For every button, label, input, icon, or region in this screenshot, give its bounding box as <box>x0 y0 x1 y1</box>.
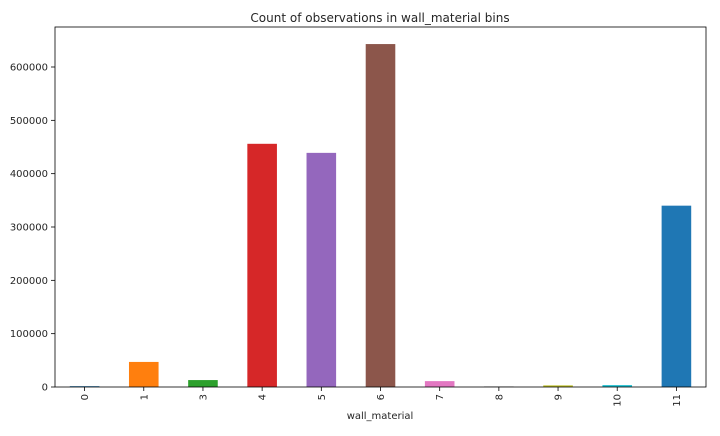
y-tick-label: 300000 <box>10 223 48 234</box>
x-tick-label: 7 <box>435 394 446 400</box>
bar-7 <box>424 381 455 387</box>
bar-5 <box>306 152 337 387</box>
y-tick-label: 200000 <box>10 276 48 287</box>
plot-area <box>69 44 692 388</box>
x-tick-label: 0 <box>80 394 91 400</box>
y-tick-label: 600000 <box>10 63 48 74</box>
plot-frame <box>54 26 707 388</box>
y-tick-label: 500000 <box>10 116 48 127</box>
x-axis: 0 1 3 4 5 6 7 8 9 10 11 <box>80 387 683 407</box>
y-tick-label: 100000 <box>10 329 48 340</box>
bar-1 <box>128 361 159 387</box>
bar-9 <box>543 385 573 387</box>
y-tick-label: 0 <box>42 383 48 394</box>
x-tick-label: 10 <box>613 394 624 407</box>
x-tick-label: 5 <box>317 394 328 400</box>
chart-title: Count of observations in wall_material b… <box>250 11 509 25</box>
x-tick-label: 3 <box>198 394 209 400</box>
x-tick-label: 11 <box>672 394 683 407</box>
bar-4 <box>247 143 277 387</box>
x-tick-label: 6 <box>376 394 387 400</box>
x-axis-label: wall_material <box>347 411 414 422</box>
y-axis: 0 100000 200000 300000 400000 500000 600000 <box>10 63 55 394</box>
bar-11 <box>661 205 692 387</box>
x-tick-label: 8 <box>494 394 505 400</box>
bar-3 <box>188 380 218 387</box>
x-tick-label: 4 <box>258 394 269 400</box>
x-tick-label: 9 <box>554 394 565 400</box>
y-tick-label: 400000 <box>10 169 48 180</box>
x-tick-label: 1 <box>139 394 150 400</box>
bar-6 <box>365 44 396 388</box>
bar-10 <box>602 385 633 387</box>
